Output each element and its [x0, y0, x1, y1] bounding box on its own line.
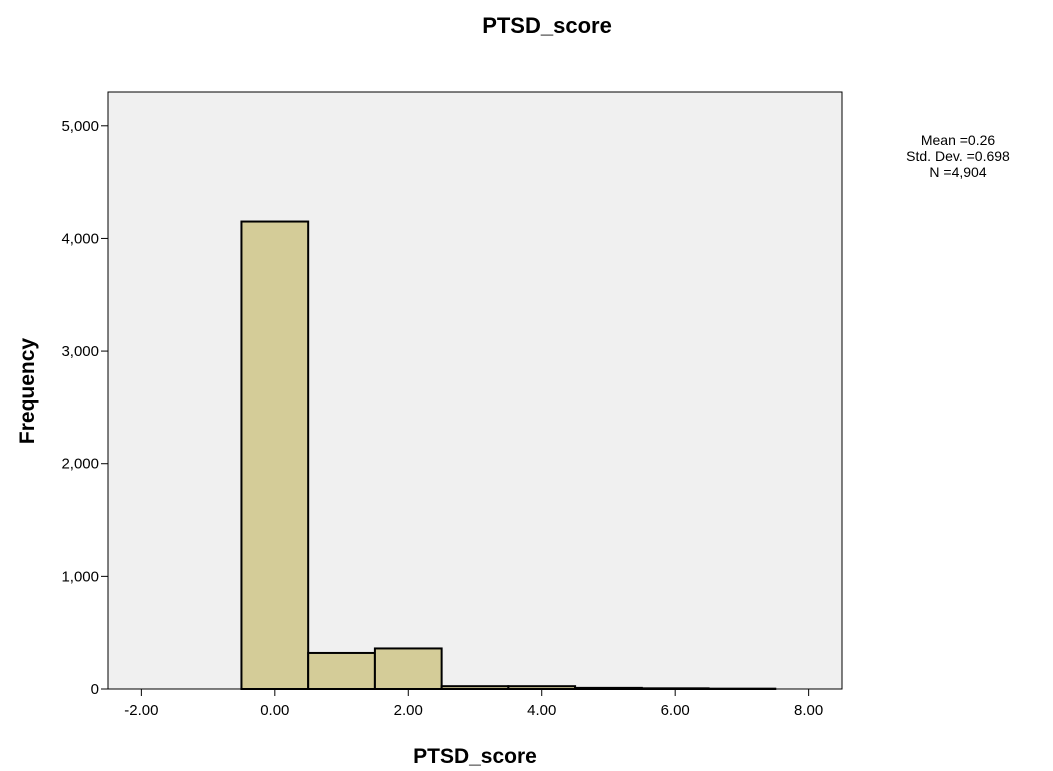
x-tick-label: 8.00 [794, 702, 823, 719]
histogram-bars [240, 220, 777, 691]
histogram-bar-1 [307, 651, 376, 690]
y-tick-label: 1,000 [61, 568, 99, 585]
y-tick-label: 2,000 [61, 456, 99, 473]
chart-title: PTSD_score [482, 13, 612, 38]
x-tick-label: 0.00 [260, 702, 289, 719]
stat-line: Mean =0.26 [921, 132, 996, 148]
x-tick-label: -2.00 [124, 702, 158, 719]
histogram-bar-4 [507, 685, 577, 690]
x-tick-label: 2.00 [394, 702, 423, 719]
stat-line: Std. Dev. =0.698 [906, 148, 1010, 164]
y-axis: 0 1,000 2,000 3,000 4,000 5,000 [61, 118, 108, 698]
histogram-bar-6 [640, 687, 710, 691]
y-axis-title: Frequency [16, 338, 39, 445]
x-tick-label: 4.00 [527, 702, 556, 719]
y-tick-label: 4,000 [61, 230, 99, 247]
x-axis-title: PTSD_score [413, 745, 537, 768]
histogram-bar-5 [574, 686, 643, 691]
y-tick-label: 0 [91, 681, 99, 698]
x-tick-label: 6.00 [661, 702, 690, 719]
y-tick-label: 3,000 [61, 343, 99, 360]
histogram-bar-3 [440, 685, 510, 690]
plot-area [107, 91, 843, 690]
x-axis: -2.00 0.00 2.00 4.00 6.00 8.00 [124, 689, 823, 719]
y-tick-label: 5,000 [61, 118, 99, 135]
histogram-bar-0 [240, 220, 310, 690]
histogram-bar-2 [373, 647, 443, 690]
stat-line: N =4,904 [929, 164, 986, 180]
